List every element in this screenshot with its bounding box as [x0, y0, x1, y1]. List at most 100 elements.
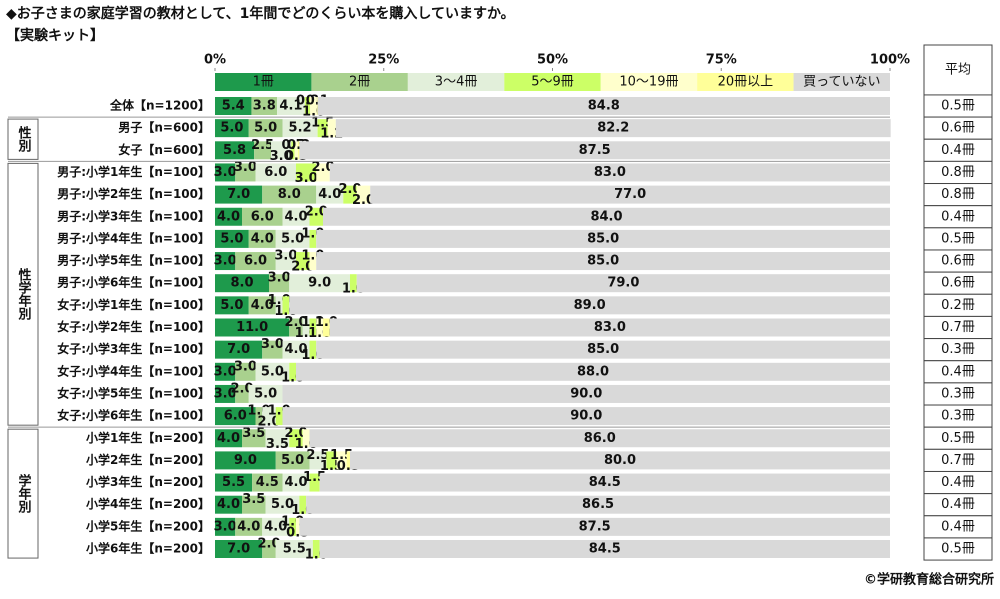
average-value: 0.3冊 — [941, 386, 975, 401]
bar-segment — [319, 473, 890, 492]
bar-segment — [262, 407, 276, 426]
bar-segment — [299, 141, 890, 160]
data-label: 6.0 — [224, 409, 247, 424]
average-value: 0.5冊 — [941, 542, 975, 557]
bar-segment — [312, 540, 320, 558]
bar-segment — [327, 119, 336, 138]
bar-segment — [275, 407, 283, 426]
x-tick-label: 100% — [870, 53, 910, 68]
bar-segment — [299, 495, 307, 514]
data-label: 6.0 — [251, 209, 274, 224]
data-label: 3.0 — [274, 249, 297, 264]
average-header: 平均 — [945, 63, 971, 78]
data-label: 3.0 — [214, 254, 237, 269]
group-box — [7, 118, 39, 160]
data-label: 3.0 — [234, 359, 257, 374]
bar-segment — [215, 362, 236, 381]
data-label: 4.0 — [264, 519, 287, 534]
legend-label: 2冊 — [349, 75, 370, 90]
data-label: 4.5 — [256, 475, 279, 490]
bar-segment — [242, 429, 266, 448]
data-label: 5.0 — [220, 298, 243, 313]
bar-segment — [316, 97, 318, 115]
legend-swatch — [504, 73, 601, 91]
bar-segment — [248, 119, 283, 138]
data-label: 2.0 — [284, 426, 307, 441]
bar-segment — [309, 473, 320, 492]
bar-segment — [215, 540, 263, 558]
data-label: 5.8 — [223, 143, 246, 158]
data-label: 3.8 — [253, 99, 276, 114]
data-label: 6.0 — [264, 165, 287, 180]
bar-segment — [215, 97, 252, 115]
bar-segment — [316, 229, 890, 248]
legend-label: 20冊以上 — [718, 75, 774, 90]
bar-segment — [304, 97, 311, 115]
bar-segment — [215, 274, 269, 293]
bar-segment — [255, 362, 290, 381]
bar-segment — [309, 318, 317, 337]
average-value: 0.4冊 — [941, 143, 975, 158]
average-value: 0.4冊 — [941, 364, 975, 379]
category-label: 男子:小学5年生【n=100】 — [57, 253, 210, 268]
bar-segment — [329, 318, 890, 337]
data-label: 3.0 — [214, 519, 237, 534]
group-label: 性別 — [16, 126, 33, 154]
average-value: 0.4冊 — [941, 519, 975, 534]
category-label: 男子:小学6年生【n=100】 — [57, 275, 210, 290]
data-label: 85.0 — [587, 254, 619, 269]
bar-segment — [350, 451, 890, 470]
bar-segment — [316, 318, 323, 337]
bar-segment — [323, 318, 330, 337]
data-label: 3.0 — [214, 165, 237, 180]
data-label: 5.5 — [283, 542, 306, 557]
data-label: 86.0 — [584, 431, 616, 446]
data-label: 5.0 — [254, 121, 277, 136]
bar-segment — [309, 451, 327, 470]
bar-segment — [262, 185, 317, 204]
bar-segment — [289, 517, 296, 536]
bar-segment — [265, 429, 290, 448]
data-label: 2.0 — [284, 315, 307, 330]
data-label: 79.0 — [607, 276, 639, 291]
x-tick-label: 50% — [537, 53, 568, 68]
bar-segment — [309, 229, 317, 248]
bar-segment — [316, 163, 330, 182]
bar-segment — [291, 141, 295, 160]
bar-segment — [316, 252, 890, 271]
bar-segment — [215, 517, 236, 536]
legend-label: 10～19冊 — [619, 75, 678, 90]
data-label: 2.0 — [305, 204, 328, 219]
source: ©学研教育総合研究所 — [864, 572, 994, 588]
category-label: 小学6年生【n=200】 — [86, 541, 210, 556]
x-tick-label: 0% — [204, 53, 226, 68]
bar-segment — [282, 207, 310, 226]
category-label: 小学5年生【n=200】 — [86, 518, 210, 533]
average-value: 0.6冊 — [941, 276, 975, 291]
bar-segment — [254, 141, 272, 160]
data-label: 2.0 — [352, 193, 375, 208]
bar-segment — [275, 229, 310, 248]
bar-segment — [271, 141, 292, 160]
bar-segment — [282, 384, 890, 403]
average-box — [923, 537, 993, 561]
category-label: 女子:小学3年生【n=100】 — [57, 341, 210, 356]
data-label: 83.0 — [594, 320, 626, 335]
group-label: 学年別 — [16, 474, 33, 515]
category-label: 全体【n=1200】 — [109, 98, 210, 113]
data-label: 2.0 — [257, 537, 280, 552]
bar-segment — [317, 97, 891, 115]
bar-segment — [302, 318, 310, 337]
data-label: 90.0 — [570, 386, 602, 401]
bar-segment — [215, 451, 276, 470]
data-label: 84.0 — [590, 209, 622, 224]
category-label: 女子:小学6年生【n=100】 — [57, 408, 210, 423]
data-label: 6.0 — [244, 254, 267, 269]
average-value: 0.6冊 — [941, 254, 975, 269]
data-label: 7.0 — [227, 187, 250, 202]
bar-segment — [215, 318, 290, 337]
bar-segment — [215, 252, 236, 271]
bar-segment — [294, 141, 299, 160]
data-label: 3.0 — [268, 271, 291, 286]
bar-segment — [299, 517, 890, 536]
